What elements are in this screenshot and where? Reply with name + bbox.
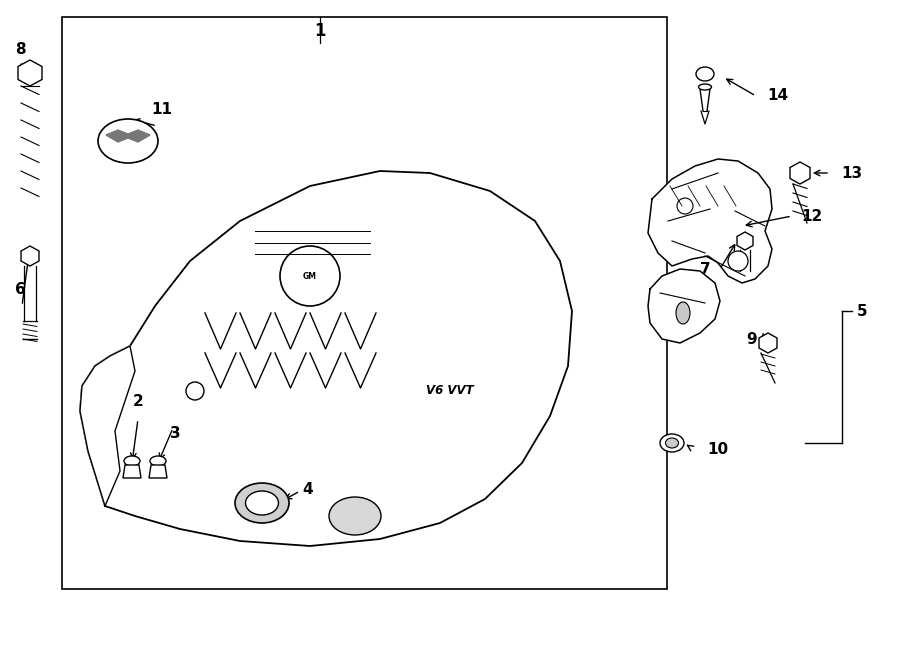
Text: 6: 6	[14, 282, 25, 297]
Polygon shape	[790, 162, 810, 184]
Text: 1: 1	[314, 22, 326, 40]
Polygon shape	[648, 159, 772, 283]
Polygon shape	[18, 60, 42, 86]
Text: 8: 8	[14, 42, 25, 56]
Text: 7: 7	[699, 262, 710, 276]
Text: 2: 2	[132, 393, 143, 408]
Circle shape	[280, 246, 340, 306]
Ellipse shape	[98, 119, 158, 163]
Circle shape	[186, 382, 204, 400]
Ellipse shape	[243, 492, 273, 514]
Text: 9: 9	[747, 332, 757, 346]
Bar	[62, 17, 667, 589]
Polygon shape	[80, 171, 572, 546]
Polygon shape	[106, 130, 150, 142]
Text: 14: 14	[768, 89, 788, 104]
Text: 13: 13	[842, 165, 862, 180]
Ellipse shape	[676, 302, 690, 324]
Ellipse shape	[150, 456, 166, 466]
Polygon shape	[648, 269, 720, 343]
Ellipse shape	[246, 491, 278, 515]
Ellipse shape	[235, 483, 289, 523]
Text: V6 VVT: V6 VVT	[427, 385, 473, 397]
Text: 5: 5	[857, 303, 868, 319]
Circle shape	[677, 198, 693, 214]
Text: 10: 10	[707, 442, 729, 457]
Text: 3: 3	[170, 426, 180, 440]
Polygon shape	[21, 246, 39, 266]
Ellipse shape	[698, 84, 712, 90]
Polygon shape	[759, 333, 777, 353]
Ellipse shape	[660, 434, 684, 452]
Polygon shape	[149, 465, 167, 478]
Polygon shape	[80, 346, 135, 506]
Text: 11: 11	[151, 102, 173, 116]
Text: 4: 4	[302, 481, 313, 496]
Polygon shape	[737, 232, 753, 250]
Text: 12: 12	[801, 208, 823, 223]
Ellipse shape	[124, 456, 140, 466]
Text: GM: GM	[303, 272, 317, 280]
Ellipse shape	[665, 438, 679, 448]
Polygon shape	[123, 465, 141, 478]
Ellipse shape	[696, 67, 714, 81]
Circle shape	[728, 251, 748, 271]
Ellipse shape	[329, 497, 381, 535]
